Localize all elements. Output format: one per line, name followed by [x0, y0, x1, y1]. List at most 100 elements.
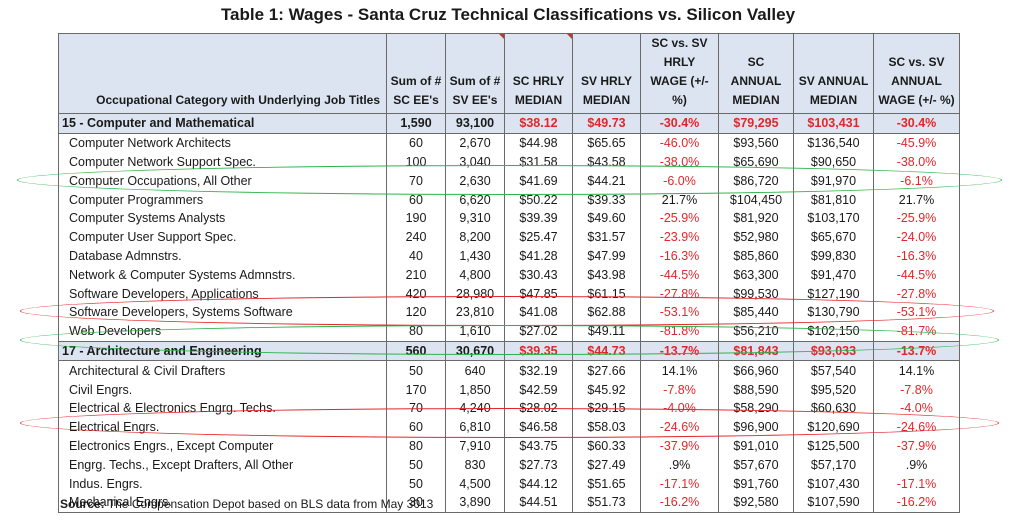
table-row: Mechanical Engrs. 30 3,890 $44.51 $51.73 -16.… — [58, 492, 960, 513]
value-cell: 560 — [386, 340, 446, 362]
value-cell: 70 — [386, 398, 446, 418]
value-cell: -16.3% — [640, 246, 719, 266]
value-cell: 21.7% — [873, 190, 960, 209]
value-cell: $125,500 — [793, 436, 874, 456]
category-row: 17 - Architecture and Engineering 560 30,6… — [58, 340, 960, 362]
value-cell: 40 — [386, 246, 446, 266]
value-cell: $49.73 — [572, 113, 641, 134]
source-text: The Compensation Depot based on BLS data… — [104, 497, 434, 511]
value-cell: -13.7% — [640, 340, 719, 362]
table-row: Database Admnstrs. 40 1,430 $41.28 $47.99 -16… — [58, 246, 960, 266]
value-cell: -30.4% — [873, 113, 960, 134]
value-cell: $66,960 — [718, 360, 794, 381]
value-cell: 4,500 — [445, 474, 505, 493]
value-cell: $27.49 — [572, 455, 641, 475]
value-cell: -53.1% — [640, 302, 719, 322]
value-cell: -23.9% — [640, 227, 719, 247]
job-title-cell: Network & Computer Systems Admnstrs. — [58, 265, 387, 285]
value-cell: $43.58 — [572, 152, 641, 172]
value-cell: 6,620 — [445, 190, 505, 209]
job-title-cell: Architectural & Civil Drafters — [58, 360, 387, 381]
value-cell: $85,440 — [718, 302, 794, 322]
table-row: Architectural & Civil Drafters 50 640 $32.1… — [58, 360, 960, 381]
value-cell: $62.88 — [572, 302, 641, 322]
value-cell: $43.75 — [504, 436, 573, 456]
column-header-5: SC vs. SV HRLY WAGE (+/- %) — [640, 33, 719, 114]
value-cell: $107,430 — [793, 474, 874, 493]
value-cell: $65.65 — [572, 133, 641, 153]
value-cell: $136,540 — [793, 133, 874, 153]
value-cell: $104,450 — [718, 190, 794, 209]
value-cell: $92,580 — [718, 492, 794, 513]
value-cell: $91,470 — [793, 265, 874, 285]
value-cell: $120,690 — [793, 417, 874, 437]
value-cell: $93,033 — [793, 340, 874, 362]
value-cell: $50.22 — [504, 190, 573, 209]
value-cell: $63,300 — [718, 265, 794, 285]
value-cell: -7.8% — [640, 380, 719, 399]
value-cell: -27.8% — [640, 284, 719, 303]
job-title-cell: Computer Network Support Spec. — [58, 152, 387, 172]
value-cell: $107,590 — [793, 492, 874, 513]
job-title-cell: 17 - Architecture and Engineering — [58, 340, 387, 362]
value-cell: -38.0% — [873, 152, 960, 172]
table-row: Web Developers 80 1,610 $27.02 $49.11 -81.8% $… — [58, 321, 960, 342]
value-cell: -45.9% — [873, 133, 960, 153]
value-cell: $65,670 — [793, 227, 874, 247]
value-cell: $61.15 — [572, 284, 641, 303]
value-cell: $27.66 — [572, 360, 641, 381]
value-cell: $42.59 — [504, 380, 573, 399]
value-cell: 14.1% — [873, 360, 960, 381]
value-cell: $43.98 — [572, 265, 641, 285]
value-cell: 1,430 — [445, 246, 505, 266]
job-title-cell: Computer Systems Analysts — [58, 208, 387, 228]
value-cell: $56,210 — [718, 321, 794, 342]
wage-table-container: Occupational Category with Underlying Jo… — [58, 33, 960, 513]
value-cell: $60,630 — [793, 398, 874, 418]
value-cell: .9% — [873, 455, 960, 475]
value-cell: $27.73 — [504, 455, 573, 475]
value-cell: -44.5% — [640, 265, 719, 285]
value-cell: $90,650 — [793, 152, 874, 172]
header-row: Occupational Category with Underlying Jo… — [58, 33, 960, 114]
value-cell: -81.7% — [873, 321, 960, 342]
value-cell: 50 — [386, 360, 446, 381]
table-row: Computer User Support Spec. 240 8,200 $25.4… — [58, 227, 960, 247]
job-title-cell: Software Developers, Systems Software — [58, 302, 387, 322]
table-row: Computer Systems Analysts 190 9,310 $39.39 $… — [58, 208, 960, 228]
category-row: 15 - Computer and Mathematical 1,590 93,10… — [58, 113, 960, 134]
value-cell: 1,850 — [445, 380, 505, 399]
value-cell: -81.8% — [640, 321, 719, 342]
value-cell: -17.1% — [640, 474, 719, 493]
value-cell: $41.08 — [504, 302, 573, 322]
job-title-cell: Electrical Engrs. — [58, 417, 387, 437]
value-cell: -37.9% — [873, 436, 960, 456]
value-cell: $39.39 — [504, 208, 573, 228]
value-cell: 100 — [386, 152, 446, 172]
value-cell: $99,830 — [793, 246, 874, 266]
value-cell: $32.19 — [504, 360, 573, 381]
value-cell: $96,900 — [718, 417, 794, 437]
value-cell: $60.33 — [572, 436, 641, 456]
value-cell: 4,240 — [445, 398, 505, 418]
value-cell: -16.2% — [640, 492, 719, 513]
value-cell: $93,560 — [718, 133, 794, 153]
value-cell: $30.43 — [504, 265, 573, 285]
value-cell: 420 — [386, 284, 446, 303]
column-header-1: Sum of # SC EE's — [386, 33, 446, 114]
value-cell: 80 — [386, 436, 446, 456]
value-cell: 14.1% — [640, 360, 719, 381]
value-cell: $79,295 — [718, 113, 794, 134]
value-cell: $44.98 — [504, 133, 573, 153]
value-cell: $91,760 — [718, 474, 794, 493]
value-cell: 640 — [445, 360, 505, 381]
table-row: Electronics Engrs., Except Computer 80 7,9… — [58, 436, 960, 456]
value-cell: $25.47 — [504, 227, 573, 247]
value-cell: -38.0% — [640, 152, 719, 172]
column-header-8: SC vs. SV ANNUAL WAGE (+/- %) — [873, 33, 960, 114]
value-cell: 28,980 — [445, 284, 505, 303]
value-cell: 120 — [386, 302, 446, 322]
value-cell: $57,670 — [718, 455, 794, 475]
value-cell: -24.0% — [873, 227, 960, 247]
column-header-4: SV HRLY MEDIAN — [572, 33, 641, 114]
